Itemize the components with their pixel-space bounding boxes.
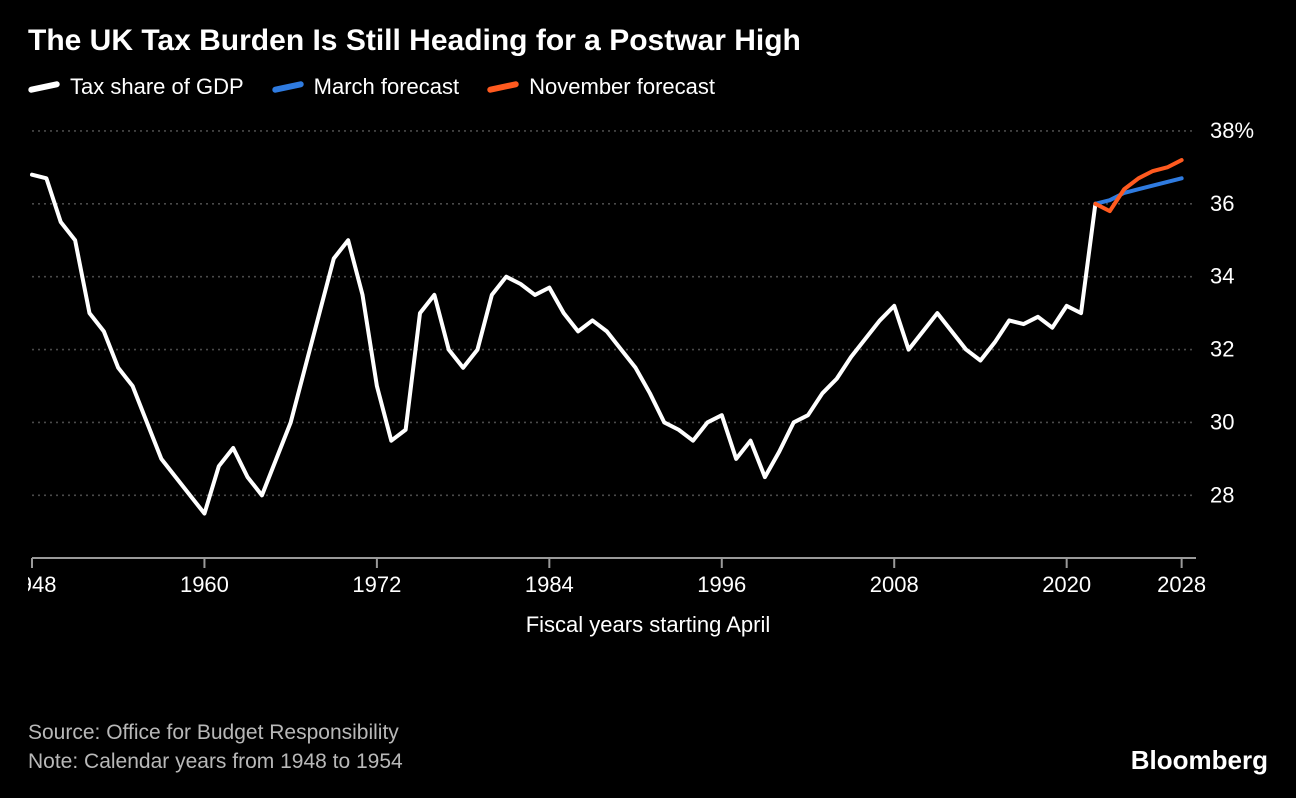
note-text: Note: Calendar years from 1948 to 1954: [28, 748, 403, 776]
svg-text:2028: 2028: [1157, 572, 1206, 597]
svg-text:1984: 1984: [525, 572, 574, 597]
svg-text:34: 34: [1210, 264, 1234, 289]
legend: Tax share of GDP March forecast November f…: [28, 74, 1268, 100]
svg-text:36: 36: [1210, 191, 1234, 216]
svg-text:28: 28: [1210, 482, 1234, 507]
legend-swatch: [28, 81, 61, 94]
plot-area: 28 30 32 34 36 38% 1948 1960 1972 1984 1996 2008 202…: [28, 114, 1268, 604]
plot-svg: 28 30 32 34 36 38% 1948 1960 1972 1984 1996 2008 202…: [28, 114, 1268, 604]
legend-item-march: March forecast: [272, 74, 460, 100]
chart-title: The UK Tax Burden Is Still Heading for a…: [28, 24, 1268, 58]
legend-item-historical: Tax share of GDP: [28, 74, 244, 100]
svg-text:1972: 1972: [352, 572, 401, 597]
legend-label: March forecast: [314, 74, 460, 100]
svg-text:1948: 1948: [28, 572, 56, 597]
chart-container: The UK Tax Burden Is Still Heading for a…: [0, 0, 1296, 798]
legend-swatch: [271, 81, 304, 94]
source-text: Source: Office for Budget Responsibility: [28, 719, 403, 747]
svg-text:1960: 1960: [180, 572, 229, 597]
legend-label: Tax share of GDP: [70, 74, 244, 100]
svg-text:2020: 2020: [1042, 572, 1091, 597]
legend-swatch: [487, 81, 520, 94]
svg-text:38%: 38%: [1210, 118, 1254, 143]
svg-text:2008: 2008: [870, 572, 919, 597]
legend-item-november: November forecast: [487, 74, 715, 100]
svg-text:32: 32: [1210, 337, 1234, 362]
svg-text:30: 30: [1210, 409, 1234, 434]
legend-label: November forecast: [529, 74, 715, 100]
svg-text:1996: 1996: [697, 572, 746, 597]
chart-footer: Source: Office for Budget Responsibility…: [28, 719, 403, 776]
brand-logo: Bloomberg: [1131, 745, 1268, 776]
x-axis-label: Fiscal years starting April: [28, 612, 1268, 638]
